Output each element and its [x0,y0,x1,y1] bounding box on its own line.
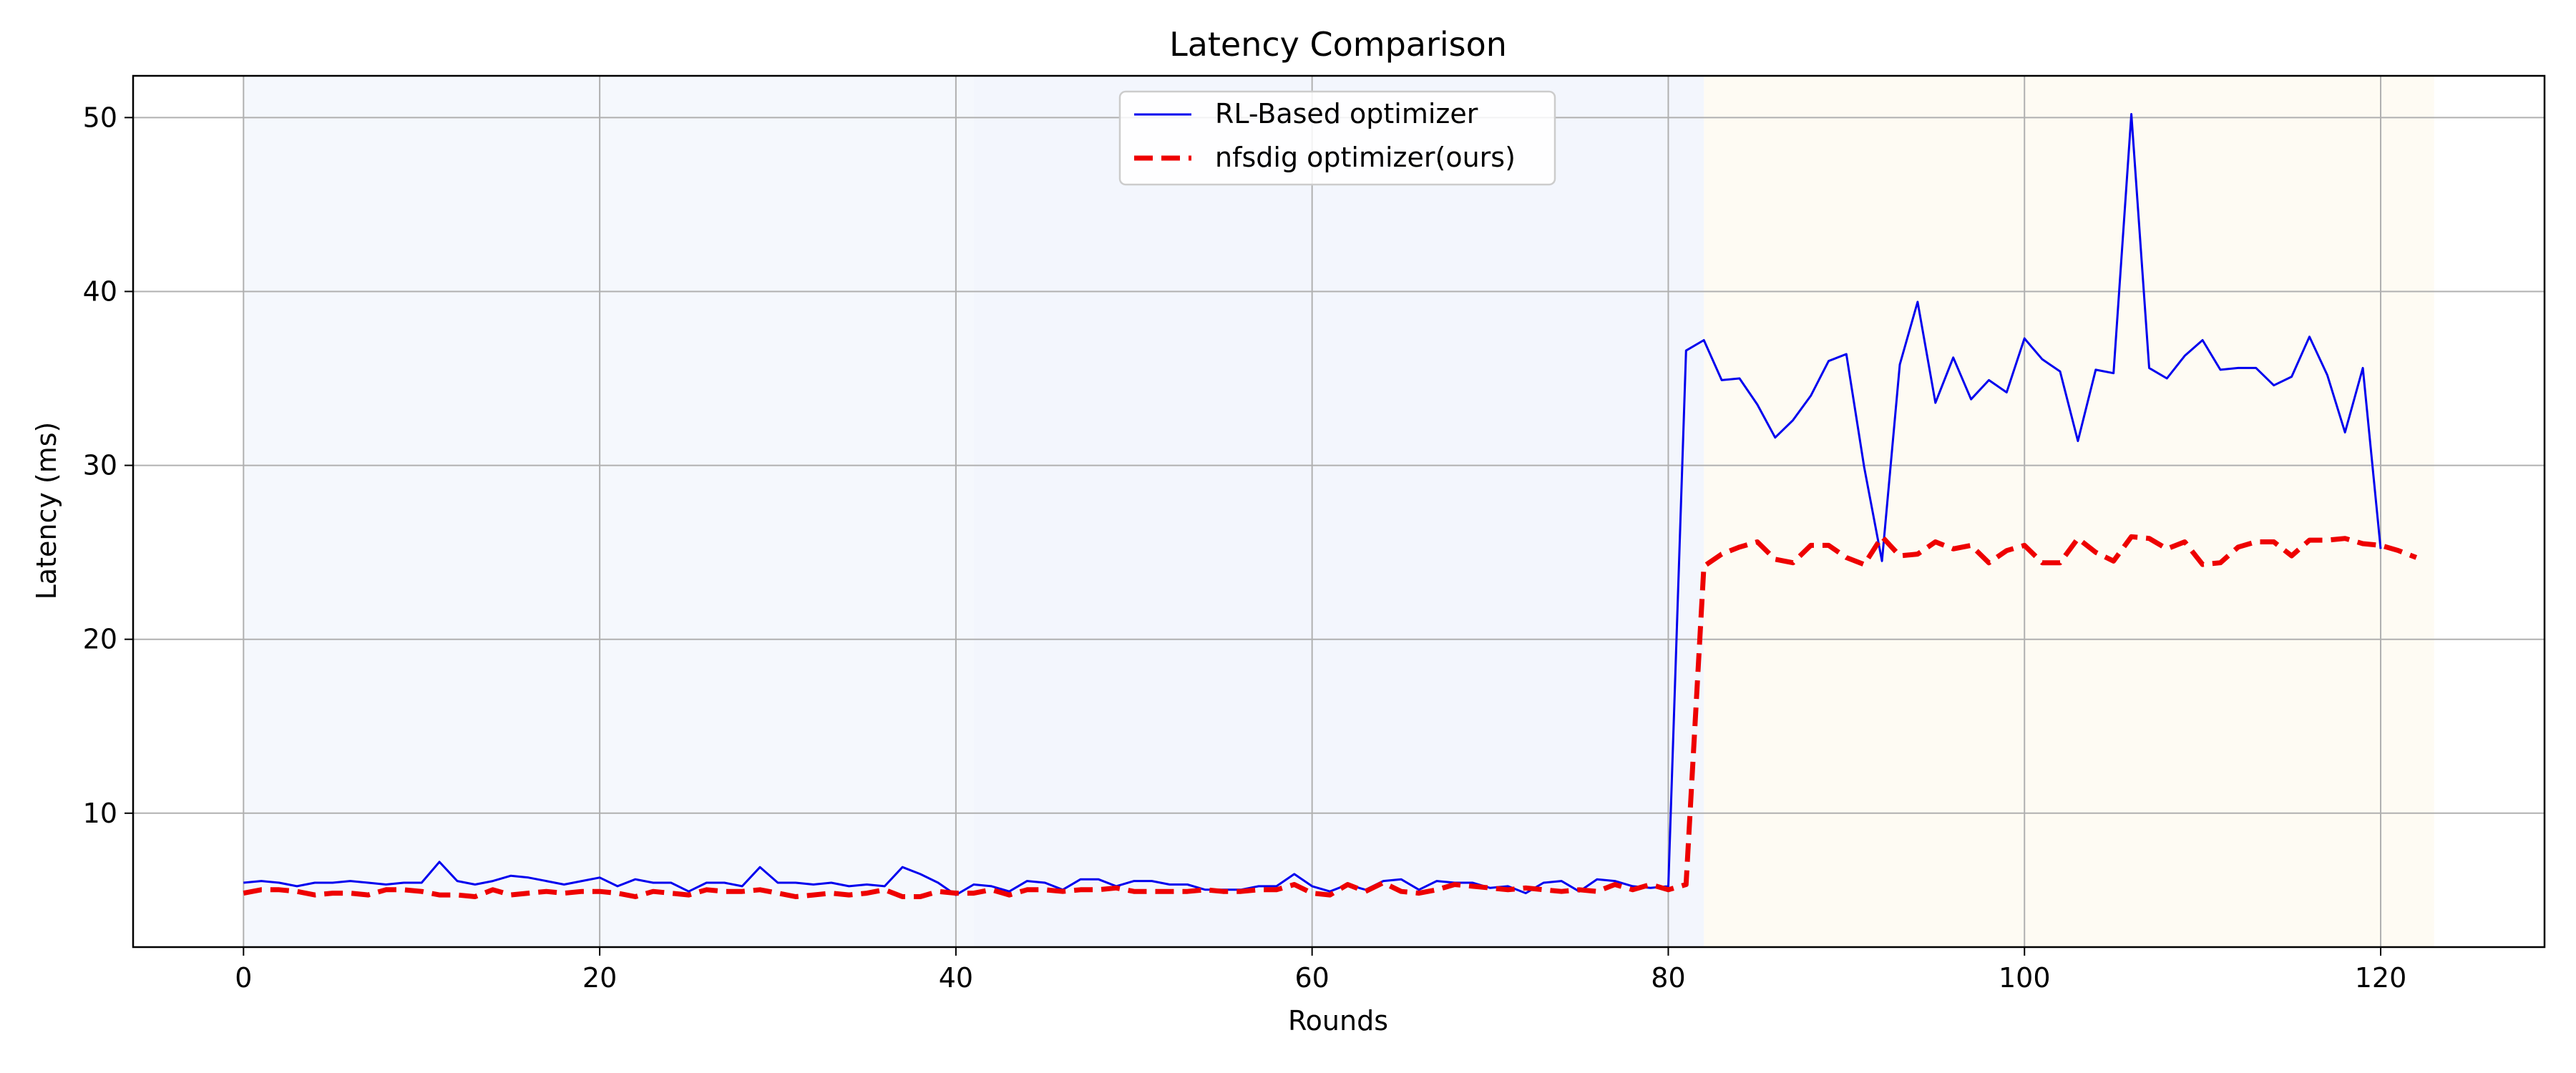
x-tick-label: 0 [235,962,252,994]
shaded-region-0 [243,76,974,947]
y-tick-label: 50 [83,102,117,133]
x-axis-label: Rounds [1288,1005,1388,1037]
series-lines [243,113,2418,899]
x-tick-label: 120 [2355,962,2407,994]
shaded-regions [243,76,2434,947]
legend-label-rl: RL-Based optimizer [1215,98,1478,129]
shaded-region-1 [973,76,1704,947]
x-tick-label: 100 [1999,962,2051,994]
x-tick-label: 40 [939,962,973,994]
series-line-1 [243,534,2418,899]
legend-box [1118,90,1556,186]
chart-title: Latency Comparison [1169,25,1507,64]
x-tick-label: 80 [1651,962,1685,994]
x-axis-ticks: 0 20 40 60 80 100 120 [235,947,2406,994]
legend-label-nfsdig: nfsdig optimizer(ours) [1215,142,1516,173]
plot-frame [132,74,2546,949]
y-tick-label: 20 [83,624,117,655]
x-tick-label: 60 [1294,962,1329,994]
y-axis-ticks: 10 20 30 40 50 [83,102,133,829]
series-line-0 [243,113,2382,896]
y-tick-label: 10 [83,798,117,829]
y-tick-label: 30 [83,450,117,481]
shaded-region-2 [1704,76,2434,947]
legend: RL-Based optimizer nfsdig optimizer(ours… [1118,90,1556,186]
grid-lines [133,76,2545,947]
y-tick-label: 40 [83,275,117,307]
x-tick-label: 20 [582,962,617,994]
y-axis-label: Latency (ms) [31,422,62,600]
